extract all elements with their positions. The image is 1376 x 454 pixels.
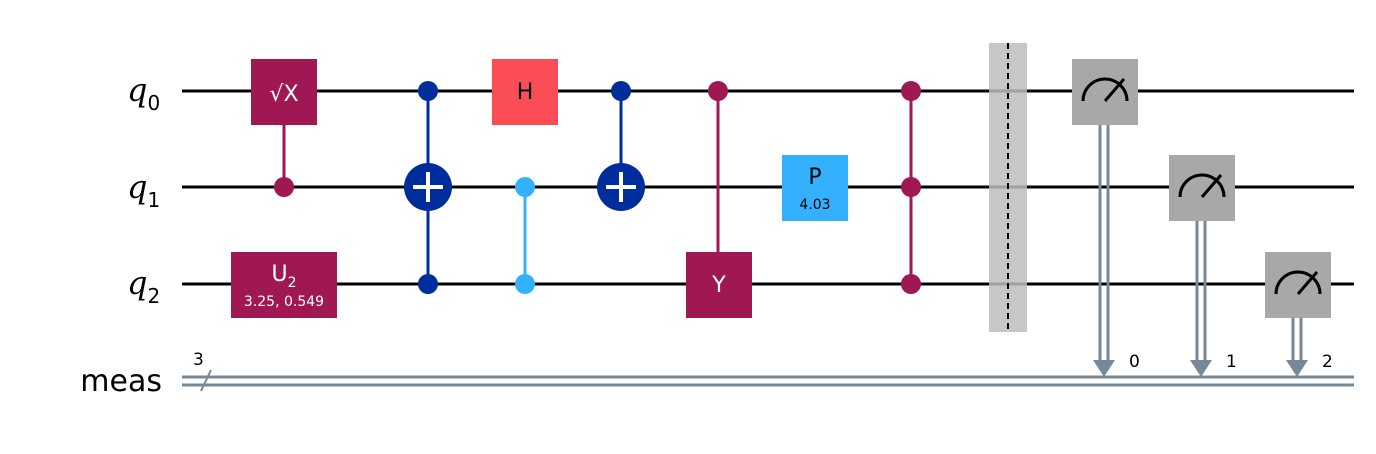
h-gate-box: [492, 59, 558, 125]
u2-gate-params: 3.25, 0.549: [244, 294, 324, 310]
cz-gate: [515, 177, 535, 294]
control-dot: [708, 81, 728, 101]
control-dot: [901, 81, 921, 101]
p-gate-params: 4.03: [799, 197, 830, 213]
barrier: [989, 43, 1027, 332]
register-width-label: 3: [193, 350, 204, 370]
u2-gate: U2 3.25, 0.549: [231, 252, 337, 318]
register-width-slash: [200, 369, 212, 392]
u2-gate-label: U2: [271, 262, 296, 291]
wire-label-meas: meas: [80, 364, 162, 399]
ccz-gate: [901, 81, 921, 294]
cx-gate: [597, 81, 645, 211]
measure-arrow-icon: [1093, 360, 1115, 377]
control-dot: [901, 177, 921, 197]
sx-gate-box: [251, 59, 317, 125]
y-gate-label: Y: [711, 273, 726, 298]
clbit-index-label: 0: [1129, 352, 1140, 372]
meter-icon: [1081, 77, 1129, 102]
control-dot: [418, 274, 438, 294]
y-gate-box: [686, 252, 752, 318]
control-dot: [418, 81, 438, 101]
clbit-index-label: 1: [1226, 352, 1237, 372]
measure-gate-q0: 0: [1072, 59, 1140, 377]
u2-gate-box: [231, 252, 337, 318]
control-dot: [901, 274, 921, 294]
clbit-index-label: 2: [1322, 352, 1333, 372]
control-dot: [611, 81, 631, 101]
measure-gate-q2: 2: [1265, 252, 1333, 377]
sx-gate-label: √X: [269, 82, 298, 107]
phase-gate: P 4.03: [782, 155, 848, 221]
wire-label-q0: q0: [127, 71, 160, 115]
measure-box: [1169, 155, 1235, 221]
wire-label-q1: q1: [127, 168, 160, 212]
measure-arrow-icon: [1286, 360, 1308, 377]
control-dot: [515, 177, 535, 197]
control-dot: [515, 274, 535, 294]
meter-icon: [1178, 173, 1226, 198]
ccx-gate: [404, 81, 452, 294]
h-gate-label: H: [517, 80, 534, 105]
controlled-sx-gate: √X: [251, 59, 317, 197]
measure-gate-q1: 1: [1169, 155, 1237, 377]
control-dot: [274, 177, 294, 197]
measure-arrow-icon: [1190, 360, 1212, 377]
p-gate-label: P: [808, 165, 821, 190]
measure-box: [1072, 59, 1138, 125]
meter-icon: [1274, 270, 1322, 295]
h-gate: H: [492, 59, 558, 125]
wire-label-q2: q2: [127, 264, 160, 308]
classical-register-wire: [182, 375, 1354, 387]
measure-box: [1265, 252, 1331, 318]
controlled-y-gate: Y: [686, 81, 752, 318]
p-gate-box: [782, 155, 848, 221]
